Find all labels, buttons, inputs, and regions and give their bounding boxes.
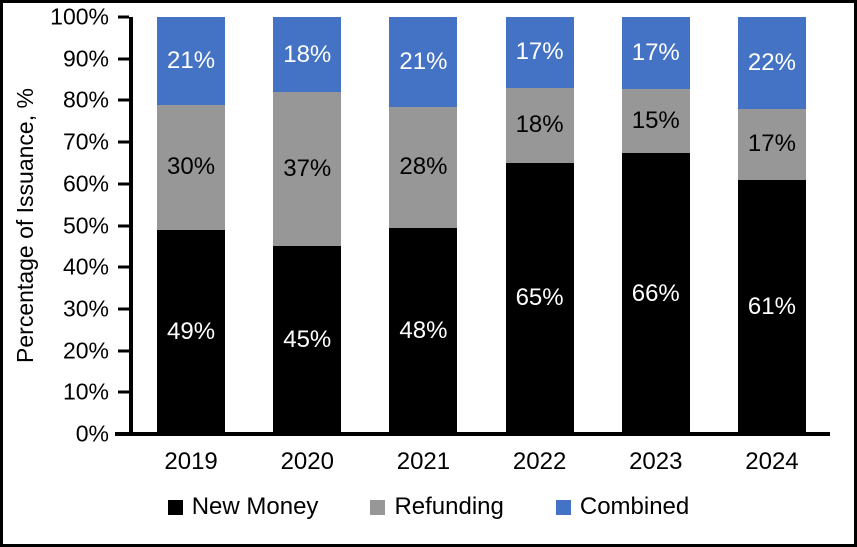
y-tick-label: 90% [62, 45, 109, 72]
bar-segment-combined: 22% [737, 17, 806, 109]
bar-segment-refunding: 30% [157, 104, 226, 230]
y-tick-labels: 0% 10% 20% 30% 40% 50% 60% 70% 80% 90% 100% [3, 5, 109, 445]
bar-segment-label: 15% [631, 107, 680, 135]
category-label: 2023 [629, 448, 683, 475]
x-axis-label-slot: 2019 [133, 448, 249, 475]
bar-segment-new-money: 48% [389, 227, 458, 434]
y-tick-label: 0% [75, 420, 109, 447]
bar-segment-label: 66% [631, 279, 680, 307]
bar-segment-label: 61% [747, 292, 796, 320]
bar-slot: 48% 28% 21% [365, 17, 481, 434]
y-tick-mark [118, 265, 129, 269]
bar-segment-new-money: 45% [273, 246, 342, 434]
bar-segment-combined: 21% [157, 17, 226, 105]
x-axis-label-slot: 2021 [365, 448, 481, 475]
y-tick-label: 60% [62, 170, 109, 197]
y-tick-mark [118, 182, 129, 186]
y-tick-mark [118, 224, 129, 227]
bar-segment-label: 17% [515, 38, 564, 66]
y-tick-label: 10% [62, 378, 109, 405]
bar-segment-label: 49% [167, 317, 216, 345]
bar-segment-label: 37% [283, 155, 332, 183]
legend-item-combined: Combined [555, 493, 690, 520]
stacked-bar: 65% 18% 17% [505, 17, 574, 434]
x-axis-label-slot: 2023 [598, 448, 714, 475]
bar-segment-refunding: 37% [273, 92, 342, 247]
y-tick-mark [118, 57, 129, 61]
bar-segment-label: 18% [515, 111, 564, 139]
category-label: 2019 [164, 448, 218, 475]
y-tick-label: 30% [62, 295, 109, 322]
y-tick-label: 100% [50, 3, 109, 30]
bar-segment-label: 30% [167, 153, 216, 181]
bar-slot: 61% 17% 22% [714, 17, 830, 434]
bar-segment-label: 22% [747, 48, 796, 76]
bar-segment-label: 28% [399, 153, 448, 181]
bar-slot: 45% 37% 18% [249, 17, 365, 434]
y-tick-mark [118, 307, 129, 311]
category-label: 2022 [512, 448, 567, 475]
legend: New Money Refunding Combined [3, 495, 854, 519]
stacked-bar: 49% 30% 21% [157, 17, 226, 434]
category-label: 2024 [745, 448, 799, 475]
legend-label: Refunding [394, 493, 504, 520]
bar-segment-label: 48% [399, 316, 448, 344]
x-axis-label-slot: 2022 [482, 448, 598, 475]
bar-segment-combined: 18% [273, 17, 342, 93]
legend-item-refunding: Refunding [370, 493, 504, 520]
bar-segment-refunding: 17% [737, 108, 806, 180]
bar-segment-combined: 21% [389, 17, 458, 108]
bar-slot: 65% 18% 17% [482, 17, 598, 434]
y-tick-label: 80% [62, 86, 109, 113]
y-axis-line [129, 17, 133, 434]
x-axis-label-slot: 2024 [714, 448, 830, 475]
bar-segment-label: 21% [167, 46, 216, 74]
bar-segment-refunding: 15% [621, 89, 690, 154]
bar-segment-new-money: 49% [157, 229, 226, 434]
x-axis-label-slot: 2020 [249, 448, 365, 475]
bar-segment-refunding: 18% [505, 87, 574, 163]
legend-swatch [167, 499, 183, 515]
bar-slot: 66% 15% 17% [598, 17, 714, 434]
bar-segment-new-money: 66% [621, 153, 690, 434]
y-tick-label: 50% [62, 212, 109, 238]
x-axis-labels: 2019 2020 2021 2022 2023 2024 [133, 448, 830, 475]
y-tick-mark [118, 349, 129, 353]
y-tick-mark [118, 15, 129, 19]
plot-area: 49% 30% 21% 45% 37% 18% 48% 28% 21% 65% 18% 17% 66% 1… [118, 15, 830, 436]
legend-swatch [555, 499, 571, 515]
bar-segment-label: 17% [747, 130, 796, 158]
bar-segment-new-money: 61% [737, 179, 806, 434]
legend-swatch [370, 499, 386, 515]
bar-segment-label: 21% [399, 48, 448, 76]
bar-segment-label: 45% [283, 326, 332, 354]
bar-segment-label: 18% [283, 40, 332, 68]
stacked-bar: 66% 15% 17% [621, 17, 690, 434]
bar-segment-new-money: 65% [505, 162, 574, 434]
y-tick-label: 20% [62, 337, 109, 364]
stacked-bar-chart: Percentage of Issuance, % 0% 10% 20% 30% 40%… [3, 3, 854, 544]
category-label: 2021 [396, 448, 451, 475]
bar-segment-refunding: 28% [389, 107, 458, 228]
y-tick-mark [118, 98, 129, 102]
legend-label: New Money [191, 493, 319, 520]
bar-segment-combined: 17% [621, 17, 690, 90]
bars-layer: 49% 30% 21% 45% 37% 18% 48% 28% 21% 65% 18% 17% 66% 1… [133, 17, 830, 434]
legend-label: Combined [579, 493, 690, 520]
bar-segment-label: 65% [515, 284, 564, 312]
category-label: 2020 [280, 448, 334, 475]
stacked-bar: 61% 17% 22% [737, 17, 806, 434]
stacked-bar: 45% 37% 18% [273, 17, 342, 434]
bar-segment-label: 17% [631, 39, 680, 67]
y-tick-label: 70% [62, 128, 109, 155]
y-tick-mark [118, 390, 129, 394]
stacked-bar: 48% 28% 21% [389, 17, 458, 434]
y-tick-label: 40% [62, 253, 109, 280]
legend-item-new-money: New Money [167, 493, 319, 520]
x-axis-line [115, 432, 830, 436]
bar-slot: 49% 30% 21% [133, 17, 249, 434]
bar-segment-combined: 17% [505, 17, 574, 88]
y-tick-mark [118, 140, 129, 144]
